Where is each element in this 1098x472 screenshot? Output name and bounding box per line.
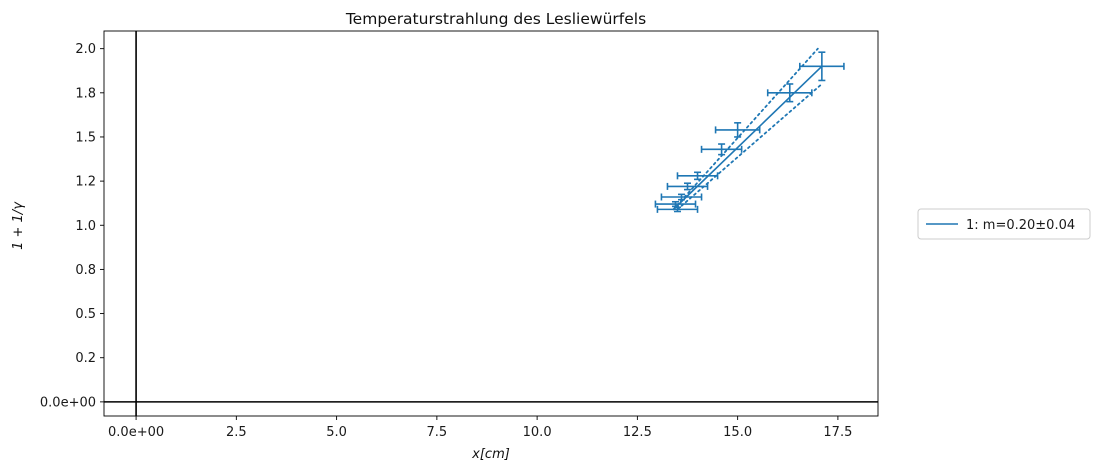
- x-tick-label: 5.0: [326, 425, 347, 440]
- y-tick-label: 1.2: [75, 175, 96, 190]
- x-tick-label: 10.0: [523, 425, 552, 440]
- reference-lines: [104, 31, 878, 416]
- fit-line: [672, 65, 823, 210]
- data-point-errorbar: [798, 51, 845, 82]
- legend: 1: m=0.20±0.04: [917, 208, 1091, 240]
- x-tick-label: 17.5: [823, 425, 852, 440]
- x-tick-label: 12.5: [623, 425, 652, 440]
- x-axis: 0.0e+00 2.5 5.0 7.5 10.0 12.5 15.0 17.5: [108, 416, 852, 440]
- data-point-errorbar: [714, 122, 761, 138]
- y-tick-label: 1.5: [75, 130, 96, 145]
- y-tick-label: 0.2: [75, 351, 96, 366]
- y-tick-label: 2.0: [75, 42, 96, 57]
- y-axis: 0.0e+00 0.2 0.5 0.8 1.0 1.2 1.5 1.8 2.0: [40, 42, 104, 410]
- y-tick-label: 1.0: [75, 219, 96, 234]
- fit-bound-lines: [672, 47, 823, 211]
- x-tick-label: 0.0e+00: [108, 425, 164, 440]
- x-axis-label: x[cm]: [471, 447, 510, 462]
- x-tick-label: 2.5: [226, 425, 247, 440]
- data-point-errorbar: [654, 200, 697, 208]
- y-tick-label: 0.0e+00: [40, 395, 96, 410]
- chart-title: Temperaturstrahlung des Lesliewürfels: [345, 10, 646, 28]
- data-point-errorbar: [676, 171, 719, 181]
- fit-bound-line: [672, 47, 819, 211]
- y-axis-label: 1 + 1/γ: [11, 201, 26, 250]
- fit-bound-line: [676, 83, 823, 211]
- data-point-errorbar: [766, 83, 813, 103]
- plot-area-frame: [103, 30, 879, 417]
- x-tick-label: 7.5: [427, 425, 448, 440]
- errorbar-group: [654, 51, 845, 213]
- y-tick-label: 0.8: [75, 263, 96, 278]
- data-point-errorbar: [660, 193, 703, 201]
- x-tick-label: 15.0: [723, 425, 752, 440]
- y-tick-label: 0.5: [75, 307, 96, 322]
- legend-box: [917, 208, 1091, 240]
- legend-label: 1: m=0.20±0.04: [966, 218, 1075, 233]
- fit-line-group: [672, 65, 823, 210]
- data-point-errorbar: [656, 205, 699, 213]
- data-point-errorbar: [666, 182, 709, 191]
- data-point-errorbar: [700, 143, 743, 156]
- y-tick-label: 1.8: [75, 86, 96, 101]
